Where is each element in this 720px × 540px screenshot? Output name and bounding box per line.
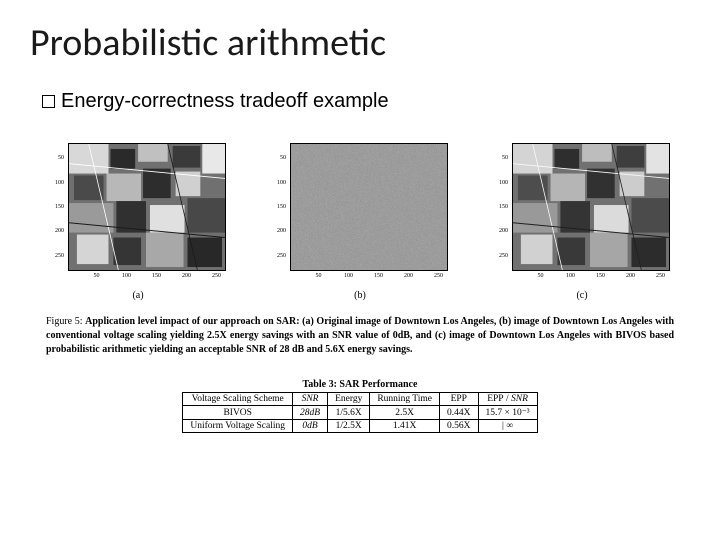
table-cell: 15.7 × 10⁻³	[478, 406, 537, 420]
table-header: Energy	[328, 393, 370, 406]
table-header: EPP / SNR	[478, 393, 537, 406]
figure-row: 50 100 150 200 250	[30, 143, 690, 301]
bullet-box-icon	[42, 95, 55, 108]
table-cell: 0dB	[293, 420, 328, 433]
figure-panel-b: 50 100 150 200 250	[270, 143, 450, 301]
y-axis: 50 100 150 200 250	[270, 143, 288, 271]
x-tick: 150	[596, 273, 605, 279]
y-tick: 250	[55, 253, 64, 259]
table-cell: BIVOS	[183, 406, 293, 420]
table-cell: 1/2.5X	[328, 420, 370, 433]
table-cell: 0.56X	[440, 420, 479, 433]
figure-plot-b: 50 100 150 200 250	[270, 143, 450, 288]
table-cell: 1.41X	[370, 420, 440, 433]
y-tick: 150	[277, 204, 286, 210]
x-tick: 200	[404, 273, 413, 279]
x-tick: 150	[152, 273, 161, 279]
sar-image-c	[512, 143, 670, 271]
x-tick: 200	[182, 273, 191, 279]
table-header: Running Time	[370, 393, 440, 406]
table-header: SNR	[293, 393, 328, 406]
y-tick: 100	[55, 180, 64, 186]
x-tick: 50	[537, 273, 543, 279]
y-tick: 50	[280, 155, 286, 161]
table-header: EPP	[440, 393, 479, 406]
x-tick: 100	[566, 273, 575, 279]
y-tick: 200	[55, 228, 64, 234]
x-tick: 250	[656, 273, 665, 279]
x-axis: 50 100 150 200 250	[512, 273, 670, 283]
caption-lead: Figure 5:	[46, 316, 82, 327]
figure-plot-a: 50 100 150 200 250	[48, 143, 228, 288]
x-axis: 50 100 150 200 250	[68, 273, 226, 283]
sar-image-a	[68, 143, 226, 271]
x-tick: 50	[315, 273, 321, 279]
bullet-text: Energy-correctness tradeoff example	[61, 90, 389, 113]
performance-table: Voltage Scaling Scheme SNR Energy Runnin…	[182, 392, 537, 433]
table-header: Voltage Scaling Scheme	[183, 393, 293, 406]
table-cell: Uniform Voltage Scaling	[183, 420, 293, 433]
y-tick: 250	[499, 253, 508, 259]
y-axis: 50 100 150 200 250	[492, 143, 510, 271]
table-cell: 1/5.6X	[328, 406, 370, 420]
figure-panel-c: 50 100 150 200 250	[492, 143, 672, 301]
figure-plot-c: 50 100 150 200 250	[492, 143, 672, 288]
x-tick: 150	[374, 273, 383, 279]
panel-label-c: (c)	[576, 290, 587, 301]
sar-image-b	[290, 143, 448, 271]
caption-snr1: SNR	[332, 330, 352, 341]
x-tick: 250	[212, 273, 221, 279]
x-tick: 100	[344, 273, 353, 279]
panel-label-a: (a)	[132, 290, 143, 301]
y-tick: 100	[499, 180, 508, 186]
x-tick: 250	[434, 273, 443, 279]
table-cell: 2.5X	[370, 406, 440, 420]
panel-label-b: (b)	[354, 290, 366, 301]
figure-caption: Figure 5: Application level impact of ou…	[46, 315, 674, 357]
y-tick: 250	[277, 253, 286, 259]
x-tick: 100	[122, 273, 131, 279]
x-tick: 200	[626, 273, 635, 279]
table-row: BIVOS 28dB 1/5.6X 2.5X 0.44X 15.7 × 10⁻³	[183, 406, 537, 420]
caption-snr2: SNR	[246, 344, 266, 355]
figure-panel-a: 50 100 150 200 250	[48, 143, 228, 301]
y-tick: 150	[499, 204, 508, 210]
x-tick: 50	[93, 273, 99, 279]
bullet-item: Energy-correctness tradeoff example	[42, 90, 690, 113]
y-tick: 50	[502, 155, 508, 161]
caption-mid1: value of 0dB, and (c) image of Downtown …	[352, 330, 615, 341]
table-cell: | ∞	[478, 420, 537, 433]
y-tick: 100	[277, 180, 286, 186]
table-cell: 28dB	[293, 406, 328, 420]
caption-bivos: BIVOS	[615, 330, 646, 341]
table-row: Uniform Voltage Scaling 0dB 1/2.5X 1.41X…	[183, 420, 537, 433]
slide-title: Probabilistic arithmetic	[30, 20, 690, 66]
y-tick: 150	[55, 204, 64, 210]
y-tick: 200	[499, 228, 508, 234]
table-cell: 0.44X	[440, 406, 479, 420]
caption-tail: of 28 dB and 5.6X energy savings.	[266, 344, 412, 355]
x-axis: 50 100 150 200 250	[290, 273, 448, 283]
y-axis: 50 100 150 200 250	[48, 143, 66, 271]
table-title: Table 3: SAR Performance	[30, 379, 690, 390]
y-tick: 200	[277, 228, 286, 234]
table-header-row: Voltage Scaling Scheme SNR Energy Runnin…	[183, 393, 537, 406]
y-tick: 50	[58, 155, 64, 161]
